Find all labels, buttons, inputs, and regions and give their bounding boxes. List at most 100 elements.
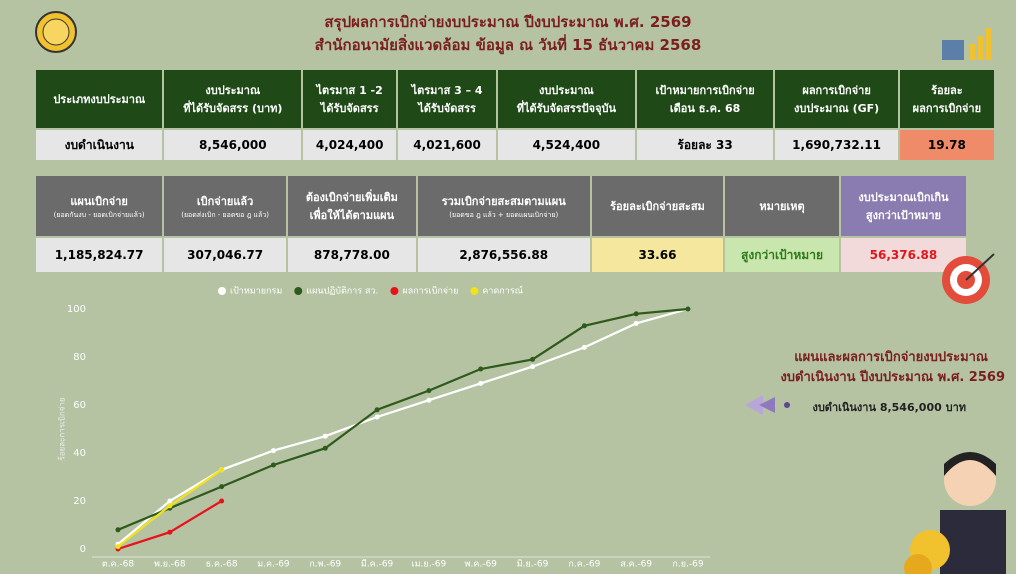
cell: 56,376.88 — [840, 238, 966, 272]
side-note: งบดำเนินงาน 8,546,000 บาท — [812, 401, 966, 414]
cell: 878,778.00 — [288, 238, 416, 272]
point — [374, 407, 380, 413]
legend-label: ผลการเบิกจ่าย — [402, 286, 458, 297]
header-cell: ไตรมาส 3 – 4 ได้รับจัดสรร — [398, 70, 496, 128]
x-tick-label: ก.พ.-69 — [309, 560, 341, 570]
header-cell: ร้อยละ ผลการเบิกจ่าย — [899, 70, 994, 128]
y-tick-label: 40 — [73, 448, 86, 459]
header-cell: งบประมาณเบิกเกิน สูงกว่าเป้าหมาย — [840, 176, 966, 236]
point — [426, 388, 432, 394]
x-tick-label: เม.ย.-69 — [412, 560, 447, 570]
cell: 307,046.77 — [164, 238, 287, 272]
x-tick-label: ก.ย.-69 — [672, 560, 703, 570]
point — [633, 311, 639, 317]
point — [322, 433, 328, 439]
header-cell: งบประมาณ ที่ได้รับจัดสรรปัจจุบัน — [497, 70, 635, 128]
header-cell: เบิกจ่ายแล้ว (ยอดส่งเบิก - ยอดขอ ฎ แล้ว) — [164, 176, 287, 236]
header-note: (ยอดส่งเบิก - ยอดขอ ฎ แล้ว) — [181, 210, 269, 219]
y-tick-label: 80 — [73, 352, 86, 363]
point — [685, 306, 691, 312]
legend-swatch — [294, 287, 303, 295]
point — [322, 445, 328, 451]
legend-swatch — [218, 287, 226, 295]
header-title: ร้อยละเบิกจ่ายสะสม — [610, 200, 705, 213]
y-axis-label: ร้อยละการเบิกจ่าย — [58, 397, 67, 460]
money-icon — [942, 28, 991, 60]
point — [581, 323, 587, 329]
cell: 1,690,732.11 — [775, 130, 898, 160]
title: สรุปผลการเบิกจ่ายงบประมาณ ปีงบประมาณ พ.ศ… — [324, 13, 692, 31]
point — [167, 503, 173, 509]
header-cell: เป้าหมายการเบิกจ่าย เดือน ธ.ค. 68 — [636, 70, 774, 128]
point — [530, 356, 536, 362]
cell: 4,024,400 — [303, 130, 397, 160]
x-tick-label: ธ.ค.-68 — [206, 560, 238, 570]
point — [167, 498, 173, 504]
x-tick-label: มี.ค.-69 — [361, 559, 394, 570]
cell: 4,524,400 — [497, 130, 635, 160]
header-cell: ร้อยละเบิกจ่ายสะสม — [591, 176, 724, 236]
legend-label: เป้าหมายกรม — [230, 286, 282, 297]
x-tick-label: มิ.ย.-69 — [517, 559, 549, 570]
y-tick-label: 60 — [73, 400, 86, 411]
series-line — [117, 307, 689, 531]
point — [270, 462, 276, 468]
header-cell: แผนเบิกจ่าย (ยอดกันงบ - ยอดเบิกจ่ายแล้ว) — [36, 176, 163, 236]
legend-swatch — [470, 287, 479, 295]
y-tick-label: 0 — [80, 544, 86, 555]
cell: 2,876,556.88 — [417, 238, 590, 272]
y-tick-label: 20 — [73, 496, 86, 507]
x-tick-label: พ.ค.-69 — [465, 560, 498, 570]
point — [633, 320, 639, 326]
point — [581, 344, 587, 350]
point — [374, 414, 380, 420]
legend-label: แผนปฏิบัติการ สว. — [306, 286, 378, 297]
cell: ร้อยละ 33 — [636, 130, 774, 160]
plan-table: แผนเบิกจ่าย (ยอดกันงบ - ยอดเบิกจ่ายแล้ว) เ… — [34, 174, 968, 274]
x-tick-label: ก.ค.-69 — [568, 560, 600, 570]
header-cell: รวมเบิกจ่ายสะสมตามแผน (ยอดขอ ฎ แล้ว + ยอด… — [417, 176, 590, 236]
target-icon — [942, 253, 995, 304]
header-cell: งบประมาณ ที่ได้รับจัดสรร (บาท) — [164, 70, 302, 128]
subtitle: สำนักอนามัยสิ่งแวดล้อม ข้อมูล ณ วันที่ 1… — [314, 36, 702, 54]
cell: 19.78 — [899, 130, 994, 160]
point — [219, 467, 225, 473]
side-title: แผนและผลการเบิกจ่ายงบประมาณ — [794, 350, 988, 365]
side-subtitle: งบดำเนินงาน ปีงบประมาณ พ.ศ. 2569 — [780, 370, 1005, 385]
point — [530, 364, 536, 370]
x-tick-label: ต.ค.-68 — [102, 560, 135, 570]
header-note: (ยอดกันงบ - ยอดเบิกจ่ายแล้ว) — [53, 210, 145, 219]
coin-icon — [35, 11, 77, 53]
point — [115, 527, 121, 533]
series-line — [117, 307, 689, 546]
header-title: งบประมาณเบิกเกิน สูงกว่าเป้าหมาย — [858, 191, 949, 222]
cell: 8,546,000 — [164, 130, 302, 160]
point — [219, 484, 225, 490]
point — [478, 380, 484, 386]
cell: 4,021,600 — [398, 130, 496, 160]
arrow-icon — [745, 395, 790, 415]
header-cell: ผลการเบิกจ่าย งบประมาณ (GF) — [775, 70, 898, 128]
header-title: ต้องเบิกจ่ายเพิ่มเติม เพื่อให้ได้ตามแผน — [305, 191, 398, 222]
header-cell: ไตรมาส 1 -2 ได้รับจัดสรร — [303, 70, 397, 128]
cell: สูงกว่าเป้าหมาย — [725, 238, 839, 272]
x-tick-label: ม.ค.-69 — [257, 560, 290, 570]
point — [219, 498, 225, 504]
header-cell: ต้องเบิกจ่ายเพิ่มเติม เพื่อให้ได้ตามแผน — [288, 176, 416, 236]
budget-table: ประเภทงบประมาณ งบประมาณ ที่ได้รับจัดสรร (… — [34, 68, 996, 162]
legend-label: คาดการณ์ — [482, 285, 523, 297]
point — [167, 529, 173, 535]
person-illustration — [904, 452, 1006, 574]
x-tick-label: ส.ค.-69 — [620, 560, 652, 570]
cell: งบดำเนินงาน — [36, 130, 163, 160]
header-cell: ประเภทงบประมาณ — [36, 70, 163, 128]
header-cell: หมายเหตุ — [725, 176, 839, 236]
y-tick-label: 100 — [67, 304, 86, 315]
point — [115, 544, 121, 550]
cell: 33.66 — [591, 238, 724, 272]
header-title: หมายเหตุ — [759, 200, 805, 213]
cell: 1,185,824.77 — [36, 238, 163, 272]
x-tick-label: พ.ย.-68 — [154, 560, 186, 570]
